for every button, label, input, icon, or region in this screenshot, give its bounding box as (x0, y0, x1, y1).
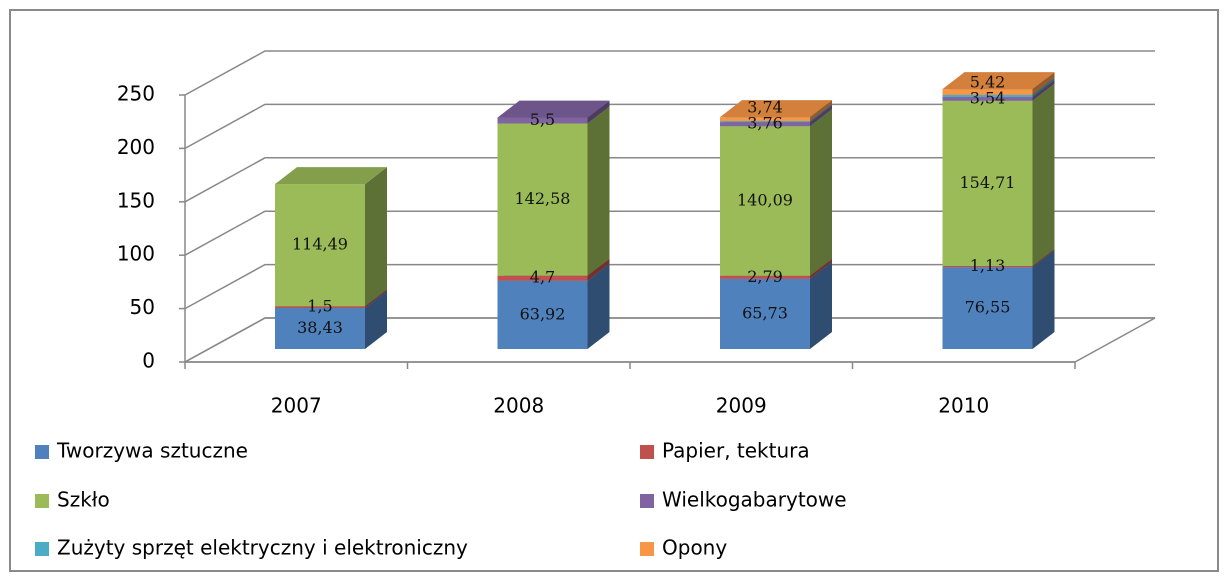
y-tick-label: 250 (117, 82, 155, 106)
bar-front (720, 121, 810, 123)
bar-side (587, 100, 610, 124)
y-tick-label: 150 (117, 188, 155, 212)
bar-side (810, 105, 832, 127)
data-label: 38,43 (297, 318, 343, 337)
legend-label: Zużyty sprzęt elektryczny i elektroniczn… (57, 536, 468, 560)
x-tick-label: 2007 (271, 394, 322, 418)
bar-front (942, 100, 1033, 267)
legend-label: Wielkogabarytowe (662, 488, 847, 512)
bar-side (810, 100, 832, 122)
bar-front (720, 117, 810, 122)
bar-side (365, 167, 387, 307)
bar-top (720, 100, 832, 118)
bar-front (497, 280, 588, 349)
legend-swatch (35, 542, 49, 556)
bar-side (1032, 250, 1055, 349)
bar-top (275, 167, 387, 185)
bar-front (942, 97, 1033, 101)
bar-segment (720, 100, 832, 122)
legend-swatch (35, 445, 49, 459)
bar-segment (942, 72, 1055, 95)
bar-side (810, 104, 832, 123)
bar-front (720, 126, 810, 276)
y-tick-label: 50 (130, 295, 155, 319)
bar-front (275, 306, 365, 308)
data-label: 5,5 (530, 110, 555, 129)
legend-label: Szkło (57, 488, 110, 512)
legend-swatch (640, 494, 654, 508)
x-tick-label: 2008 (493, 394, 544, 418)
data-label: 1,5 (307, 297, 332, 316)
legend-swatch (35, 494, 49, 508)
data-label: 3,74 (747, 98, 783, 117)
bar-segment (275, 167, 387, 307)
grid-line (184, 317, 1155, 363)
y-tick-label: 200 (117, 135, 155, 159)
data-label: 63,92 (520, 304, 566, 323)
bar-side (1032, 83, 1055, 267)
data-label: 2,79 (747, 267, 783, 286)
bar-side (587, 263, 610, 349)
bar-side (1032, 80, 1055, 101)
bar-front (720, 122, 810, 127)
data-label: 3,54 (970, 88, 1006, 107)
bar-side (810, 258, 832, 279)
legend-label: Papier, tektura (662, 439, 810, 463)
data-label: 140,09 (737, 191, 793, 210)
data-label: 4,7 (530, 268, 555, 287)
bar-top (942, 72, 1055, 90)
legend-swatch (640, 542, 654, 556)
x-tick-label: 2010 (938, 394, 989, 418)
legend-swatch (640, 445, 654, 459)
bar-side (587, 258, 610, 281)
x-tick-label: 2009 (716, 394, 767, 418)
bar-front (275, 184, 365, 307)
bar-segment (497, 100, 610, 124)
legend-label: Tworzywa sztuczne (56, 439, 248, 463)
bar-side (1032, 72, 1055, 95)
bar-front (720, 275, 810, 279)
grid-line (184, 263, 1155, 310)
data-label: 154,71 (960, 173, 1016, 192)
grid-line (184, 103, 1155, 150)
bar-side (810, 261, 832, 349)
bar-front (942, 89, 1033, 95)
data-label: 5,42 (970, 72, 1006, 91)
bar-side (587, 106, 610, 276)
bar-front (942, 266, 1033, 268)
grid-line (184, 157, 1155, 203)
bar-front (720, 278, 810, 349)
bar-side (365, 290, 387, 349)
bar-side (365, 289, 387, 308)
bar-side (1032, 77, 1055, 98)
bar-side (810, 109, 832, 276)
bar-front (942, 94, 1033, 98)
bar-front (275, 307, 365, 349)
data-label: 3,76 (747, 114, 783, 133)
grid-line (184, 210, 1155, 256)
data-label: 114,49 (292, 235, 348, 254)
bar-segment (720, 109, 832, 276)
bar-front (497, 123, 588, 276)
data-label: 142,58 (515, 189, 571, 208)
bar-front (497, 275, 588, 281)
grid-line (184, 50, 1155, 96)
bar-top (497, 100, 610, 118)
y-tick-label: 100 (117, 242, 155, 266)
data-label: 65,73 (742, 303, 788, 322)
y-tick-label: 0 (142, 349, 155, 373)
bar-front (942, 267, 1033, 349)
legend-label: Opony (662, 536, 727, 560)
data-label: 1,13 (970, 256, 1006, 275)
bar-side (1032, 249, 1055, 268)
data-label: 76,55 (965, 298, 1011, 317)
bar-front (497, 117, 588, 124)
